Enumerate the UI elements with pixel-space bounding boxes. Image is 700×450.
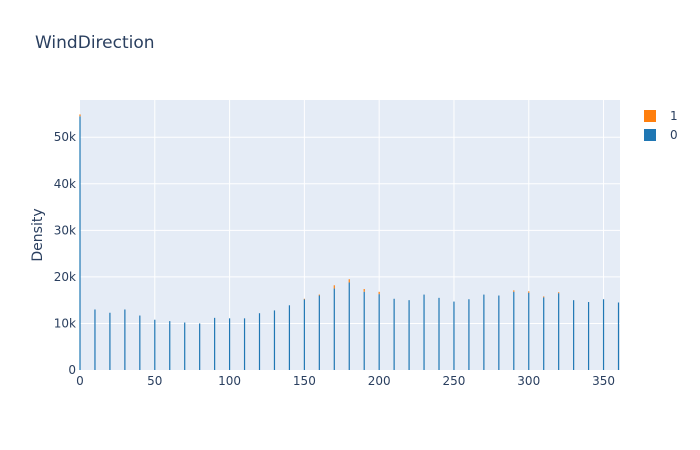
- y-tick-label: 10k: [54, 316, 76, 330]
- bar-series-0-x20: [109, 312, 111, 370]
- plot-area: [80, 100, 620, 370]
- bar-series-0-x80: [199, 323, 201, 370]
- bar-series-0-x150: [303, 299, 305, 370]
- bar-series-1-x170: [333, 285, 335, 289]
- bar-series-0-x360: [617, 302, 620, 370]
- bar-series-0-x290: [513, 291, 515, 370]
- bar-series-0-x160: [318, 295, 320, 370]
- bar-series-0-x310: [543, 297, 545, 370]
- x-tick-label: 250: [443, 374, 466, 388]
- bar-series-0-x350: [602, 299, 605, 370]
- legend-item-1[interactable]: 1: [644, 106, 678, 125]
- bar-series-0-x270: [483, 294, 485, 370]
- bar-series-1-x320: [558, 292, 560, 294]
- y-tick-label: 0: [68, 363, 76, 377]
- y-tick-label: 50k: [54, 130, 76, 144]
- bar-series-0-x60: [169, 321, 171, 370]
- bar-series-1-x0: [79, 114, 81, 117]
- bar-series-1-x310: [543, 296, 545, 298]
- bar-series-0-x340: [587, 302, 590, 370]
- bar-series-1-x150: [303, 298, 305, 300]
- bar-series-0-x210: [393, 298, 395, 370]
- bar-series-0-x330: [573, 300, 575, 370]
- x-tick-label: 100: [218, 374, 241, 388]
- y-axis-ticks: 0 10k 20k 30k 40k 50k: [54, 130, 76, 377]
- chart-title: WindDirection: [35, 33, 155, 53]
- y-axis-label: Density: [30, 208, 46, 261]
- bar-series-0-x260: [468, 299, 470, 370]
- legend-swatch-0: [644, 128, 656, 141]
- y-tick-label: 20k: [54, 270, 76, 284]
- bar-series-0-x90: [214, 317, 216, 370]
- bar-series-0-x320: [558, 293, 560, 370]
- legend-label-0: 0: [670, 127, 678, 142]
- bar-series-0-x220: [408, 300, 410, 370]
- legend-item-0[interactable]: 0: [644, 125, 678, 144]
- bar-series-0-x250: [453, 301, 455, 370]
- x-tick-label: 0: [76, 374, 84, 388]
- bar-series-0-x10: [94, 309, 96, 370]
- y-tick-label: 40k: [54, 177, 76, 191]
- bar-series-0-x180: [348, 282, 350, 370]
- legend-label-1: 1: [670, 108, 678, 123]
- bar-series-0-x50: [154, 319, 156, 370]
- x-tick-label: 50: [147, 374, 162, 388]
- bar-series-0-x110: [243, 318, 246, 370]
- bar-series-0-x130: [273, 310, 276, 370]
- bar-series-0-x300: [528, 292, 530, 370]
- bar-series-0-x280: [498, 295, 500, 370]
- x-tick-label: 300: [517, 374, 540, 388]
- bar-series-0-x140: [288, 305, 291, 370]
- bar-series-0-x200: [378, 294, 380, 370]
- bar-series-0-x120: [258, 313, 261, 370]
- bar-series-0-x40: [139, 315, 141, 370]
- bar-series-0-x100: [228, 318, 231, 370]
- bar-series-1-x160: [318, 294, 320, 296]
- bar-series-1-x200: [378, 291, 380, 295]
- bar-series-1-x290: [513, 290, 515, 292]
- legend-swatch-1: [644, 109, 656, 122]
- bar-series-0-x30: [124, 309, 126, 370]
- x-tick-label: 150: [293, 374, 316, 388]
- bar-series-0-x0: [79, 116, 81, 370]
- bar-series-1-x190: [363, 289, 365, 292]
- x-tick-label: 200: [368, 374, 391, 388]
- x-axis-ticks: 0 50 100 150 200 250 300 350: [76, 374, 615, 388]
- y-tick-label: 30k: [54, 223, 76, 237]
- bars: [79, 114, 620, 370]
- bar-series-0-x70: [184, 322, 186, 370]
- bar-series-1-x180: [348, 279, 350, 283]
- legend: 1 0: [644, 106, 678, 144]
- bar-series-0-x190: [363, 291, 365, 370]
- x-tick-label: 350: [592, 374, 615, 388]
- bar-series-0-x170: [333, 288, 335, 370]
- bar-series-0-x240: [438, 297, 440, 370]
- bar-series-0-x230: [423, 294, 425, 370]
- bar-series-1-x300: [528, 291, 530, 293]
